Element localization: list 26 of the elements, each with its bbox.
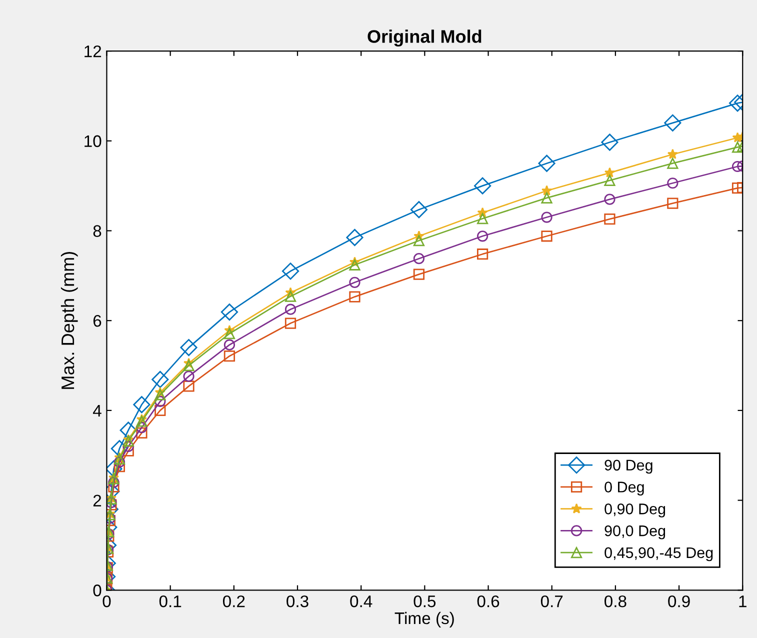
legend-label: 90,0 Deg (604, 525, 666, 540)
x-tick-label: 0.6 (477, 595, 500, 608)
x-tick-label: 0.7 (540, 595, 563, 608)
legend-label: 0,90 Deg (604, 504, 666, 518)
x-tick-label: 0.1 (159, 595, 182, 608)
y-tick-label: 12 (84, 45, 102, 58)
y-tick-label: 2 (93, 494, 102, 506)
legend-label: 0 Deg (604, 482, 644, 496)
x-tick-label: 0.3 (286, 595, 308, 608)
legend-label: 90 Deg (604, 460, 652, 474)
x-tick-label: 0.9 (668, 595, 690, 608)
y-tick-label: 0 (93, 584, 102, 596)
y-tick-label: 4 (92, 405, 102, 416)
chart-title: Original Mold (368, 30, 482, 47)
x-tick-label: 0.8 (604, 595, 626, 608)
y-axis-title: Max. Depth (mm) (60, 252, 78, 389)
x-tick-label: 0.4 (350, 595, 372, 608)
y-tick-label: 10 (84, 135, 102, 148)
x-axis-title: Time (s) (394, 612, 454, 628)
y-tick-label: 6 (93, 314, 102, 327)
x-tick-label: 0 (102, 595, 111, 608)
x-tick-label: 1 (739, 596, 746, 608)
x-tick-label: 0.5 (414, 595, 436, 608)
x-tick-label: 0.2 (222, 595, 245, 608)
y-tick-label: 8 (93, 225, 102, 237)
legend-label: 0,45,90,-45 Deg (604, 547, 713, 562)
